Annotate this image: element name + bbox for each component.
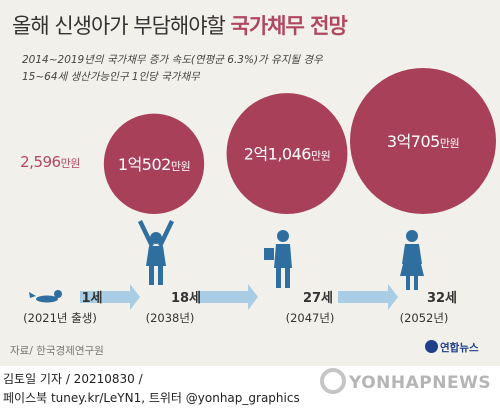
page-title: 올해 신생아가 부담해야할 국가채무 전망 (12, 10, 348, 40)
stage-arrow-2 (338, 284, 398, 310)
title-prefix: 올해 신생아가 부담해야할 (12, 14, 231, 38)
age-label-2: 27세 (303, 291, 333, 306)
adult-figure-body (274, 244, 292, 268)
child-figure-left-arm (138, 220, 154, 247)
value-unit: 만원 (171, 160, 190, 173)
logo-icon (425, 340, 438, 353)
woman-figure-head (406, 230, 418, 242)
value-unit: 만원 (311, 150, 330, 163)
bubble-0 (29, 172, 71, 214)
stage-arrow-0 (80, 284, 140, 310)
document-icon (264, 248, 274, 260)
yonhap-logo: 연합뉴스 (425, 340, 479, 355)
child-figure-body (146, 246, 166, 266)
watermark: YONHAPNEWS (320, 368, 491, 394)
value-label-0: 2,596만원 (20, 153, 80, 171)
watermark-icon (320, 368, 346, 394)
credit-line-2: 페이스북 tuney.kr/LeYN1, 트위터 @yonhap_graphic… (3, 391, 300, 405)
year-label-0: (2021년 출생) (23, 311, 97, 325)
value-unit: 만원 (61, 157, 80, 170)
child-figure-head (150, 232, 162, 244)
value-number: 1억502 (118, 155, 171, 174)
woman-figure-skirt (400, 264, 424, 276)
value-label-1: 1억502만원 (118, 155, 190, 174)
adult-figure-head (277, 230, 289, 242)
watermark-text: YONHAPNEWS (349, 373, 492, 393)
baby-figure-head (54, 290, 62, 298)
value-number: 2억1,046 (244, 145, 312, 164)
child-figure-right-leg (158, 266, 163, 285)
credit-line-1: 김토일 기자 / 20210830 / (3, 372, 143, 386)
baby-figure-feet (29, 292, 36, 298)
bubble-1 (103, 113, 205, 214)
logo-text: 연합뉴스 (440, 342, 479, 354)
year-label-2: (2047년) (286, 311, 335, 325)
subtitle: 2014~2019년의 국가채무 증가 속도(연평균 6.3%)가 유지될 경우… (22, 52, 323, 86)
source-note: 자료/ 한국경제연구원 (10, 345, 104, 357)
value-number: 3억705 (387, 132, 440, 151)
value-unit: 만원 (440, 137, 459, 150)
baby-figure-body (36, 295, 58, 303)
woman-figure-right-leg (414, 276, 418, 290)
value-number: 2,596 (20, 153, 60, 171)
year-label-3: (2052년) (400, 311, 449, 325)
adult-figure-right-leg (285, 268, 290, 288)
child-figure-left-leg (149, 266, 154, 285)
credit: 김토일 기자 / 20210830 / 페이스북 tuney.kr/LeYN1,… (3, 370, 300, 408)
age-label-3: 32세 (427, 291, 457, 306)
adult-figure-left-leg (276, 268, 281, 288)
stage-arrow-1 (198, 284, 258, 310)
value-label-2: 2억1,046만원 (244, 145, 330, 164)
bubble-2 (226, 93, 348, 214)
subtitle-line-2: 15~64세 생산가능인구 1인당 국가채무 (22, 71, 200, 83)
year-label-1: (2038년) (146, 311, 195, 325)
subtitle-line-1: 2014~2019년의 국가채무 증가 속도(연평균 6.3%)가 유지될 경우 (22, 54, 323, 66)
child-figure-right-arm (158, 220, 174, 247)
woman-figure-body (402, 244, 422, 264)
age-label-1: 18세 (171, 291, 201, 306)
woman-figure-left-leg (406, 276, 410, 290)
value-label-3: 3억705만원 (387, 132, 459, 151)
bubble-3 (350, 68, 496, 214)
age-label-0: 1세 (81, 291, 102, 306)
title-highlight: 국가채무 전망 (230, 14, 348, 38)
